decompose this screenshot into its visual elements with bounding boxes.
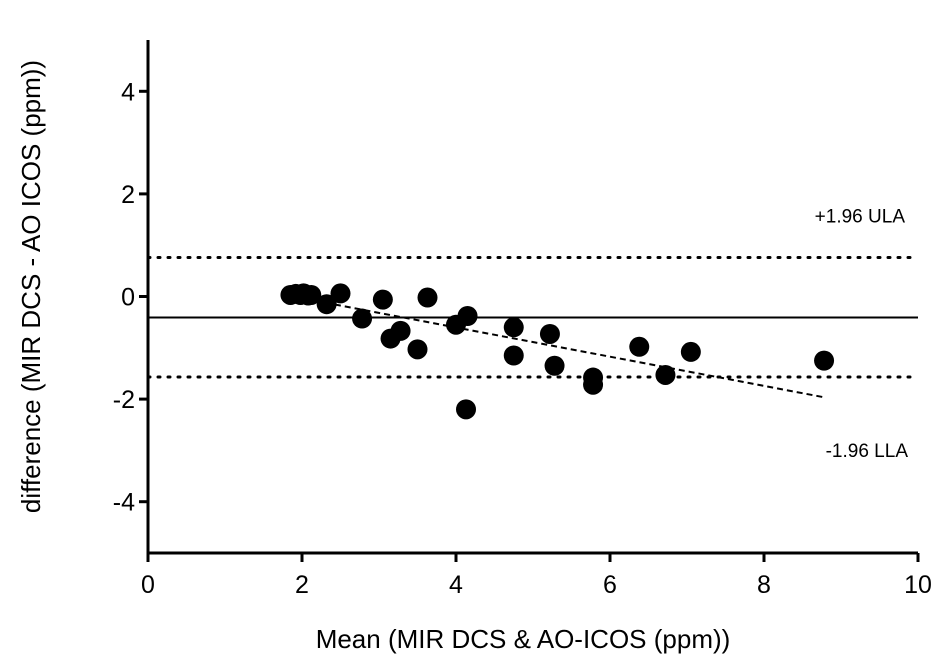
- trend-line: [324, 301, 826, 399]
- data-point: [544, 355, 565, 376]
- upper-limit-label: +1.96 ULA: [815, 207, 906, 228]
- x-axis-title: Mean (MIR DCS & AO-ICOS (ppm)): [316, 624, 731, 654]
- y-axis-title: difference (MIR DCS - AO ICOS (ppm)): [16, 60, 46, 513]
- data-point: [680, 341, 701, 362]
- data-point: [539, 323, 560, 344]
- x-tick-label: 2: [295, 571, 309, 599]
- x-tick-label: 6: [603, 571, 617, 599]
- x-tick-label: 8: [757, 571, 771, 599]
- data-point: [352, 308, 373, 329]
- x-tick-label: 0: [141, 571, 155, 599]
- data-point: [390, 320, 411, 341]
- x-tick-label: 4: [449, 571, 463, 599]
- data-points: [280, 283, 835, 420]
- y-tick-label: 0: [121, 284, 135, 312]
- annotations: +1.96 ULA -1.96 LLA: [815, 207, 909, 463]
- data-point: [629, 336, 650, 357]
- data-point: [457, 305, 478, 326]
- data-point: [655, 364, 676, 385]
- data-point: [417, 287, 438, 308]
- data-point: [583, 374, 604, 395]
- data-point: [407, 339, 428, 360]
- data-point: [814, 350, 835, 371]
- data-point: [372, 289, 393, 310]
- data-point: [316, 294, 337, 315]
- reference-lines: [146, 256, 920, 399]
- data-point: [330, 283, 351, 304]
- y-tick-label: 2: [121, 181, 135, 209]
- lower-limit-label: -1.96 LLA: [826, 441, 909, 462]
- axes: [146, 40, 918, 555]
- data-point: [301, 284, 322, 305]
- data-point: [503, 317, 524, 338]
- x-tick-label: 10: [904, 571, 932, 599]
- ticks: 0 2 4 6 8 10 -4 -2 0 2 4: [113, 78, 932, 599]
- y-tick-label: -2: [113, 386, 135, 414]
- y-tick-label: 4: [121, 78, 135, 106]
- data-point: [503, 345, 524, 366]
- data-point: [456, 399, 477, 420]
- y-tick-label: -4: [113, 489, 135, 517]
